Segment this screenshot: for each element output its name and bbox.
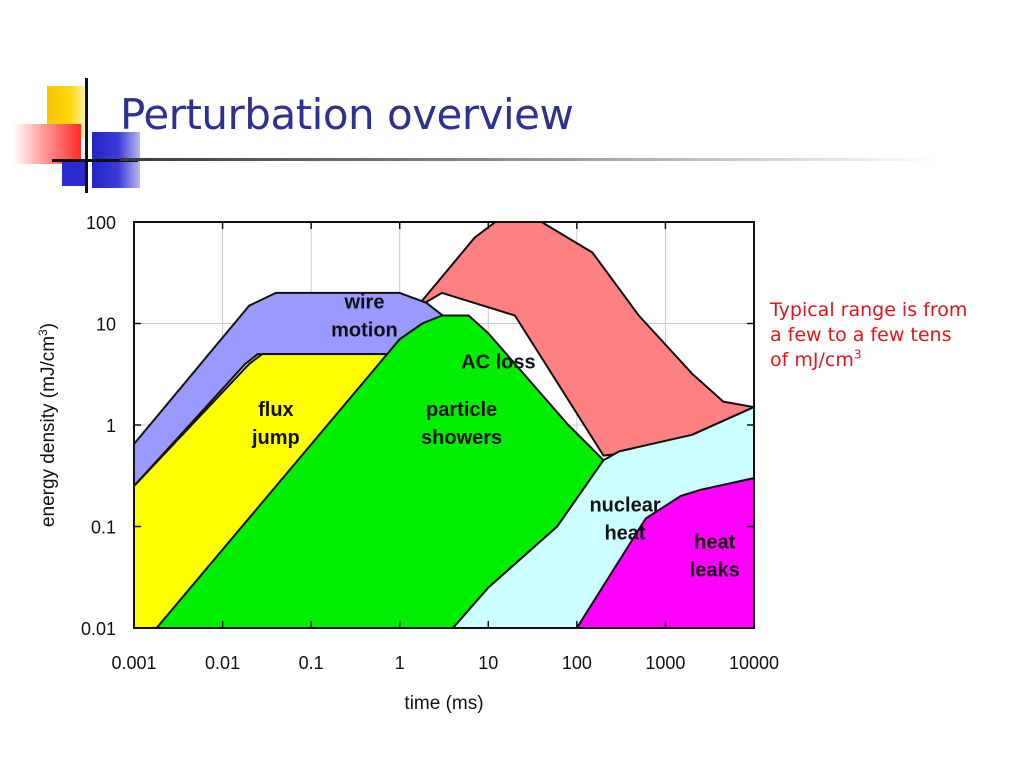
x-axis-title: time (ms) [404,693,483,714]
y-axis-title-close: ) [38,323,59,329]
x-tick-label: 1000 [645,653,685,673]
typical-range-note: Typical range is from a few to a few ten… [770,298,970,373]
region-label-wire-motion: wire [343,291,384,313]
x-tick-label: 0.1 [299,653,324,673]
region-label-nuclear-heat: nuclear [589,494,660,516]
page-title: Perturbation overview [120,90,574,139]
region-label-particle-showers: particle [426,399,497,421]
x-tick-label: 10000 [729,653,779,673]
y-tick-label: 0.01 [81,619,116,639]
x-tick-label: 0.01 [205,653,240,673]
typical-range-note-text: Typical range is from a few to a few ten… [770,299,968,371]
decorative-horizontal-line [52,159,138,162]
region-label-wire-motion: motion [331,319,398,341]
region-label-flux-jump: flux [258,399,294,421]
region-label-flux-jump: jump [251,427,300,449]
decorative-red-bar [13,124,81,164]
region-label-particle-showers: showers [421,427,502,449]
decorative-vertical-line [85,78,88,193]
y-tick-label: 0.1 [91,518,116,538]
x-tick-label: 10 [478,653,498,673]
x-tick-label: 0.001 [111,653,156,673]
region-label-ac-loss: AC loss [461,352,535,374]
y-axis-title-sup: 3 [36,329,50,336]
x-tick-label: 1 [395,653,405,673]
x-tick-label: 100 [562,653,592,673]
y-tick-label: 100 [86,213,116,233]
y-axis-title: energy density (mJ/cm3) [36,323,59,527]
title-underline [120,158,940,161]
region-wire-motion [133,291,454,488]
chart-region-labels: AC loss wire motion flux jump particle showers… [251,291,740,581]
y-tick-label: 10 [96,315,116,335]
region-label-heat-leaks: leaks [690,559,740,581]
y-axis-title-main: energy density (mJ/cm [38,336,59,527]
chart-regions [133,221,755,629]
chart-ticks: 0.001 0.01 0.1 1 10 100 1000 10000 0.01 0.1 1 10 100 [81,213,779,673]
y-tick-label: 1 [106,416,116,436]
decorative-blue-block [62,162,88,186]
region-label-nuclear-heat: heat [604,522,645,544]
typical-range-note-sup: 3 [853,347,862,362]
region-label-heat-leaks: heat [694,531,735,553]
